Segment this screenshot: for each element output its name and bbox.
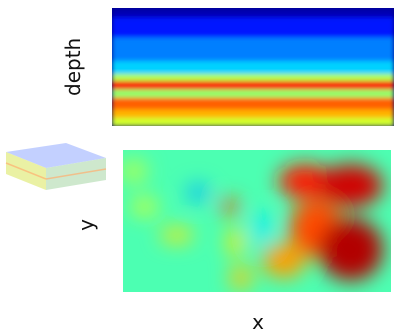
depth-layer-9 <box>112 117 394 126</box>
volume-top-face <box>6 143 106 168</box>
depth-layer-1 <box>112 17 394 38</box>
map-anomaly-5 <box>222 198 239 216</box>
depth-section-heatmap <box>112 8 394 126</box>
map-anomaly-6 <box>227 228 244 257</box>
map-anomaly-9 <box>131 198 158 216</box>
depth-layer-8 <box>112 109 394 119</box>
depth-layer-2 <box>112 37 394 62</box>
map-anomaly-7 <box>230 266 252 290</box>
volume-thumbnail <box>5 143 107 190</box>
map-anomaly-10 <box>123 159 148 183</box>
depth-layer-4 <box>112 74 394 82</box>
map-anomaly-12 <box>254 211 271 246</box>
y-axis-label: y <box>74 219 98 231</box>
map-anomaly-1 <box>318 164 383 207</box>
map-anomaly-8 <box>160 228 193 243</box>
depth-layer-3 <box>112 61 394 75</box>
map-anomaly-3 <box>318 218 383 281</box>
x-axis-label: x <box>252 310 264 332</box>
map-anomaly-4 <box>262 243 306 278</box>
depth-layer-6 <box>112 89 394 99</box>
depth-layer-0 <box>112 8 394 18</box>
map-heatmap <box>123 150 391 292</box>
depth-layer-5 <box>112 81 394 90</box>
map-anomaly-11 <box>187 184 209 202</box>
volume-layer-line <box>5 162 47 180</box>
depth-axis-label: depth <box>61 38 85 96</box>
volume-layer-line <box>45 168 107 180</box>
map-anomaly-0 <box>278 164 333 199</box>
depth-layer-7 <box>112 97 394 110</box>
